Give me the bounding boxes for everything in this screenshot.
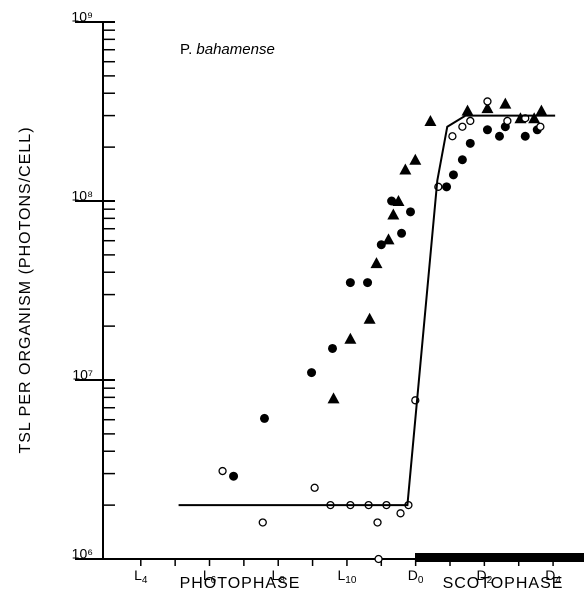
open-point [310,483,319,492]
y-tick-label: 10⁶ [72,546,93,562]
open-point [374,554,383,564]
y-axis-label: TSL PER ORGANISM (PHOTONS/CELL) [17,126,34,453]
triangle-point [461,104,474,116]
triangle-point [382,233,395,245]
x-tick-label: L8 [272,567,286,586]
open-point [258,518,267,527]
triangle-point [344,332,357,344]
triangle-point [392,195,405,206]
triangle-point [528,112,541,124]
triangle-point [481,102,494,114]
triangle-point [424,114,437,126]
chart-title: P. bahamense [180,41,275,58]
filled-point [397,228,407,238]
open-point [536,122,545,131]
filled-point [442,182,452,192]
filled-point [328,343,338,353]
filled-point [405,207,415,217]
fit-line [178,114,556,507]
triangle-point [327,392,340,404]
filled-point [229,471,239,481]
filled-point [457,155,467,165]
y-tick-label: 10⁸ [72,188,94,204]
dark-period-bar [415,553,584,562]
x-axis-label: SCOTOPHASE [443,575,564,592]
triangle-point [399,163,412,175]
filled-point [465,138,475,148]
open-point [503,116,512,126]
filled-point [494,131,504,141]
open-point [466,116,475,126]
open-point [373,518,382,527]
y-tick-label: 10⁷ [72,367,93,383]
open-point [483,97,492,106]
filled-point [376,240,386,250]
filled-point [448,170,458,180]
open-point [396,509,405,518]
open-point [458,122,467,131]
triangle-point [499,97,512,109]
filled-point [520,131,530,141]
x-tick-label: L4 [134,567,148,586]
filled-point [363,278,373,288]
filled-point [482,125,492,135]
x-tick-label: L10 [337,567,356,586]
x-tick-label: D4 [545,567,561,586]
open-point [448,132,457,141]
open-point [218,466,227,476]
triangle-point [409,153,422,165]
triangle-point [363,312,376,324]
y-tick-label: 10⁹ [71,9,93,25]
x-tick-label: D2 [477,567,493,586]
filled-point [345,278,355,288]
filled-point [307,368,317,378]
x-axis-label: PHOTOPHASE [180,575,301,592]
x-tick-label: L6 [203,567,217,586]
triangle-point [387,208,400,220]
filled-point [259,413,269,423]
triangle-point [535,104,548,116]
triangle-point [370,257,383,269]
x-tick-label: D0 [408,567,424,586]
filled-point [387,196,397,206]
